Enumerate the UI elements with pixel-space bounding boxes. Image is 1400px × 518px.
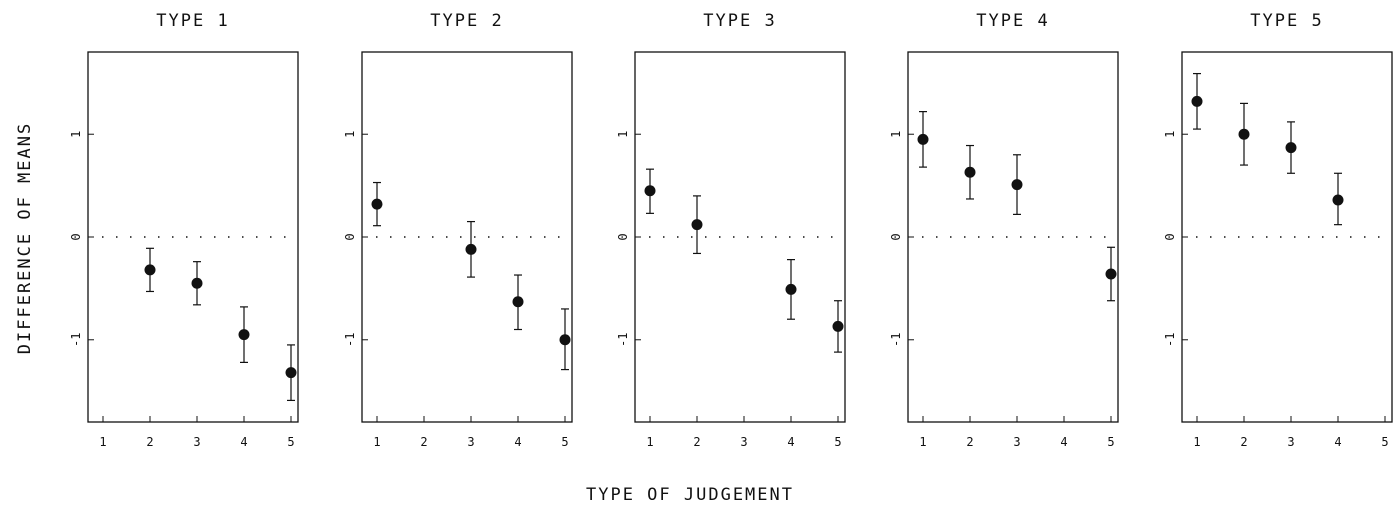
- x-tick-label: 3: [1013, 435, 1020, 449]
- error-bar: [1238, 102, 1250, 166]
- panel-title: TYPE 3: [703, 11, 776, 31]
- x-tick-label: 2: [146, 435, 153, 449]
- y-tick-label: 1: [69, 131, 83, 138]
- x-tick-label: 1: [99, 435, 106, 449]
- error-bar: [644, 168, 656, 214]
- data-point: [1011, 179, 1023, 191]
- x-axis-title: TYPE OF JUDGEMENT: [586, 485, 794, 505]
- data-point: [285, 367, 297, 379]
- x-tick-label: 4: [1334, 435, 1341, 449]
- y-tick-label: -1: [343, 333, 357, 347]
- y-tick-label: -1: [1163, 333, 1177, 347]
- panel-4: TYPE 4 1 0 -1 1 2 3 4 5: [889, 11, 1119, 449]
- data-point: [238, 329, 250, 341]
- y-tick-label: 0: [69, 233, 83, 240]
- x-tick-label: 3: [193, 435, 200, 449]
- error-bar: [512, 274, 524, 331]
- x-tick-label: 4: [514, 435, 521, 449]
- error-bar: [1191, 72, 1203, 130]
- panel-frame: [87, 51, 299, 423]
- y-tick-label: -1: [69, 333, 83, 347]
- panels-group: TYPE 1 1 0 -1 1 2 3 4 5 TYPE 2 1 0 -1 1 2 3 4 5 TYPE 3 1 0 -1…: [69, 11, 1393, 449]
- x-tick-label: 3: [1287, 435, 1294, 449]
- x-tick-label: 2: [420, 435, 427, 449]
- error-bar: [559, 308, 571, 371]
- data-point: [371, 198, 383, 210]
- data-point: [465, 243, 477, 255]
- panel-2: TYPE 2 1 0 -1 1 2 3 4 5: [343, 11, 573, 449]
- x-tick-label: 5: [834, 435, 841, 449]
- panel-5: TYPE 5 1 0 -1 1 2 3 4 5: [1163, 11, 1393, 449]
- panel-1: TYPE 1 1 0 -1 1 2 3 4 5: [69, 11, 299, 449]
- y-tick-label: -1: [616, 333, 630, 347]
- x-tick-label: 4: [1060, 435, 1067, 449]
- x-tick-label: 1: [919, 435, 926, 449]
- y-tick-label: 1: [1163, 131, 1177, 138]
- data-point: [1191, 95, 1203, 107]
- error-bar: [785, 259, 797, 320]
- x-tick-label: 5: [561, 435, 568, 449]
- panel-title: TYPE 1: [156, 11, 229, 31]
- panel-title: TYPE 4: [976, 11, 1049, 31]
- y-tick-label: 0: [616, 233, 630, 240]
- x-tick-label: 3: [467, 435, 474, 449]
- data-point: [559, 334, 571, 346]
- y-axis-title: DIFFERENCE OF MEANS: [15, 122, 35, 354]
- x-tick-label: 5: [287, 435, 294, 449]
- x-tick-label: 1: [1193, 435, 1200, 449]
- x-tick-label: 3: [740, 435, 747, 449]
- error-bar: [465, 220, 477, 278]
- error-bar: [1011, 154, 1023, 215]
- x-tick-label: 2: [693, 435, 700, 449]
- x-tick-label: 4: [787, 435, 794, 449]
- error-bar: [191, 261, 203, 306]
- data-point: [832, 320, 844, 332]
- panel-title: TYPE 5: [1250, 11, 1323, 31]
- x-tick-label: 5: [1107, 435, 1114, 449]
- x-tick-label: 2: [966, 435, 973, 449]
- panel-frame: [907, 51, 1119, 423]
- x-tick-label: 5: [1381, 435, 1388, 449]
- error-bar: [964, 144, 976, 200]
- x-tick-label: 1: [646, 435, 653, 449]
- data-point: [964, 166, 976, 178]
- panel-title: TYPE 2: [430, 11, 503, 31]
- error-bar: [1285, 121, 1297, 174]
- y-tick-label: -1: [889, 333, 903, 347]
- data-point: [785, 283, 797, 295]
- y-tick-label: 1: [889, 131, 903, 138]
- data-point: [1238, 128, 1250, 140]
- panel-frame: [361, 51, 573, 423]
- x-tick-label: 4: [240, 435, 247, 449]
- panel-frame: [634, 51, 846, 423]
- data-point: [191, 277, 203, 289]
- data-point: [644, 185, 656, 197]
- error-bar: [691, 195, 703, 255]
- error-bar: [144, 247, 156, 293]
- error-bar: [371, 181, 383, 227]
- y-tick-label: 0: [889, 233, 903, 240]
- error-bar: [1105, 246, 1117, 302]
- data-point: [1285, 142, 1297, 154]
- data-point: [1105, 268, 1117, 280]
- data-point: [691, 219, 703, 231]
- error-bar: [285, 344, 297, 402]
- panel-3: TYPE 3 1 0 -1 1 2 3 4 5: [616, 11, 846, 449]
- panel-frame: [1181, 51, 1393, 423]
- y-tick-label: 0: [343, 233, 357, 240]
- data-point: [917, 133, 929, 145]
- error-bar: [832, 300, 844, 353]
- error-bar: [238, 306, 250, 363]
- x-tick-label: 1: [373, 435, 380, 449]
- y-tick-label: 1: [343, 131, 357, 138]
- error-bar: [1332, 172, 1344, 226]
- data-point: [512, 296, 524, 308]
- error-bar: [917, 111, 929, 168]
- data-point: [1332, 194, 1344, 206]
- y-tick-label: 1: [616, 131, 630, 138]
- data-point: [144, 264, 156, 276]
- y-tick-label: 0: [1163, 233, 1177, 240]
- x-tick-label: 2: [1240, 435, 1247, 449]
